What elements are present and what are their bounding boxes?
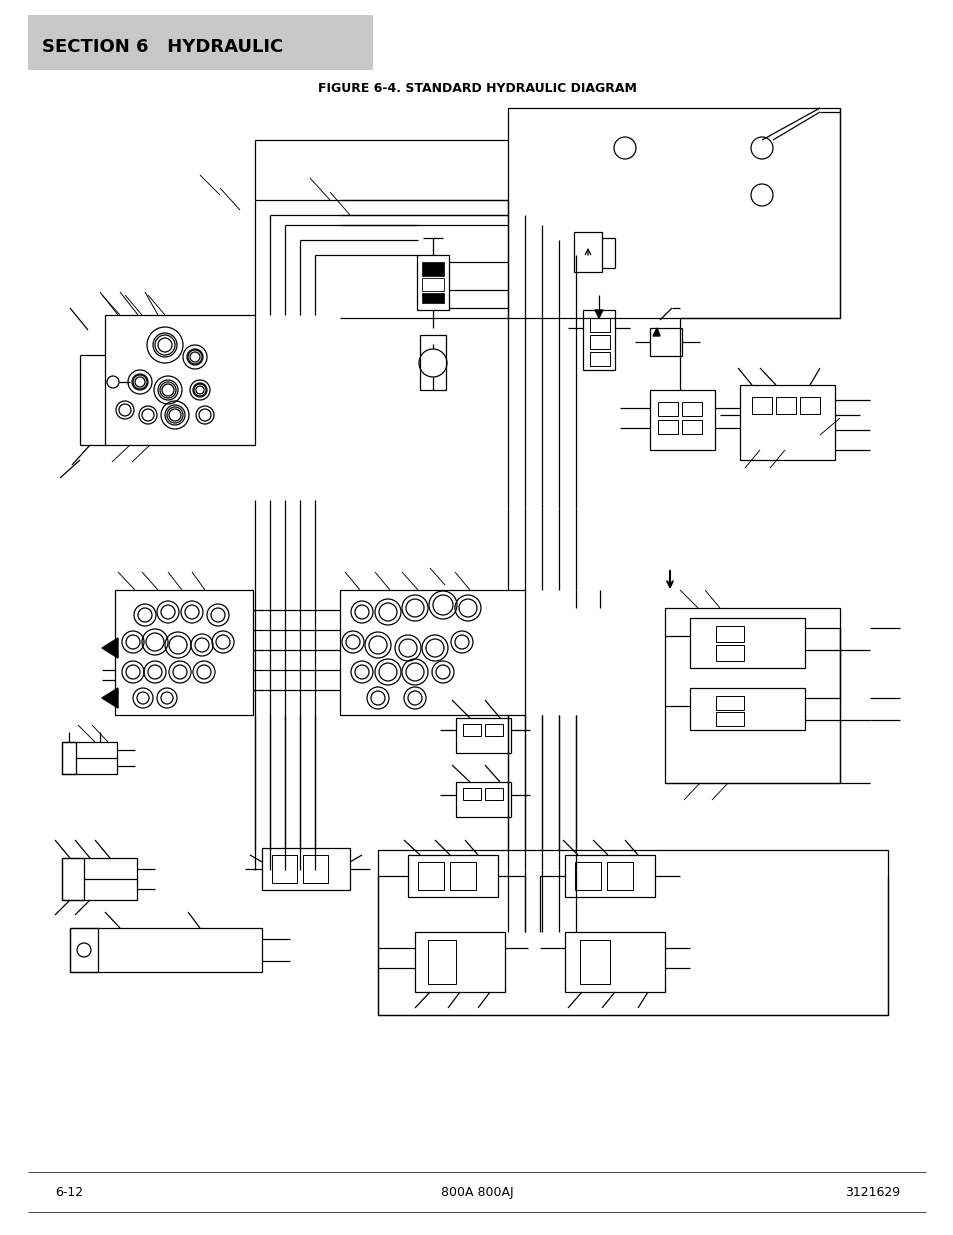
Bar: [579, 940, 609, 984]
Bar: [649, 329, 681, 356]
Bar: [681, 403, 701, 416]
Bar: [575, 862, 600, 890]
Bar: [800, 396, 820, 414]
Bar: [716, 697, 743, 710]
Bar: [462, 724, 480, 736]
Bar: [421, 293, 443, 303]
Bar: [689, 618, 804, 668]
Bar: [589, 335, 609, 350]
Bar: [303, 855, 328, 883]
Bar: [456, 718, 511, 753]
Bar: [105, 315, 254, 445]
Bar: [775, 396, 795, 414]
Bar: [421, 262, 443, 275]
Bar: [450, 862, 476, 890]
Text: 3121629: 3121629: [844, 1187, 899, 1199]
Bar: [70, 927, 98, 972]
Bar: [507, 107, 840, 317]
Text: FIGURE 6-4. STANDARD HYDRAULIC DIAGRAM: FIGURE 6-4. STANDARD HYDRAULIC DIAGRAM: [317, 82, 636, 95]
Bar: [574, 232, 601, 272]
Bar: [462, 788, 480, 800]
Bar: [272, 855, 296, 883]
Bar: [377, 850, 887, 1015]
Bar: [484, 724, 502, 736]
Bar: [658, 403, 678, 416]
Bar: [28, 15, 373, 70]
Polygon shape: [652, 329, 659, 336]
Bar: [589, 317, 609, 332]
Polygon shape: [102, 638, 118, 658]
Bar: [689, 688, 804, 730]
Bar: [417, 862, 443, 890]
Bar: [428, 940, 456, 984]
Bar: [115, 590, 253, 715]
Text: SECTION 6   HYDRAULIC: SECTION 6 HYDRAULIC: [42, 38, 283, 56]
Bar: [62, 742, 117, 774]
Bar: [339, 590, 524, 715]
Bar: [716, 645, 743, 661]
Bar: [589, 352, 609, 366]
Polygon shape: [102, 688, 118, 708]
Bar: [606, 862, 633, 890]
Bar: [484, 788, 502, 800]
Bar: [716, 626, 743, 642]
Text: 800A 800AJ: 800A 800AJ: [440, 1187, 513, 1199]
Bar: [716, 713, 743, 726]
Bar: [62, 858, 137, 900]
Bar: [416, 254, 449, 310]
Bar: [664, 608, 840, 783]
Polygon shape: [595, 310, 602, 317]
Bar: [681, 420, 701, 433]
Bar: [740, 385, 834, 459]
Bar: [70, 927, 262, 972]
Bar: [419, 335, 446, 390]
Bar: [408, 855, 497, 897]
Bar: [456, 782, 511, 818]
Bar: [62, 742, 76, 774]
Bar: [564, 932, 664, 992]
Bar: [421, 278, 443, 291]
Bar: [582, 310, 615, 370]
Bar: [415, 932, 504, 992]
Text: 6-12: 6-12: [55, 1187, 83, 1199]
Bar: [62, 858, 84, 900]
Bar: [751, 396, 771, 414]
Bar: [262, 848, 350, 890]
Bar: [649, 390, 714, 450]
Bar: [564, 855, 655, 897]
Bar: [658, 420, 678, 433]
